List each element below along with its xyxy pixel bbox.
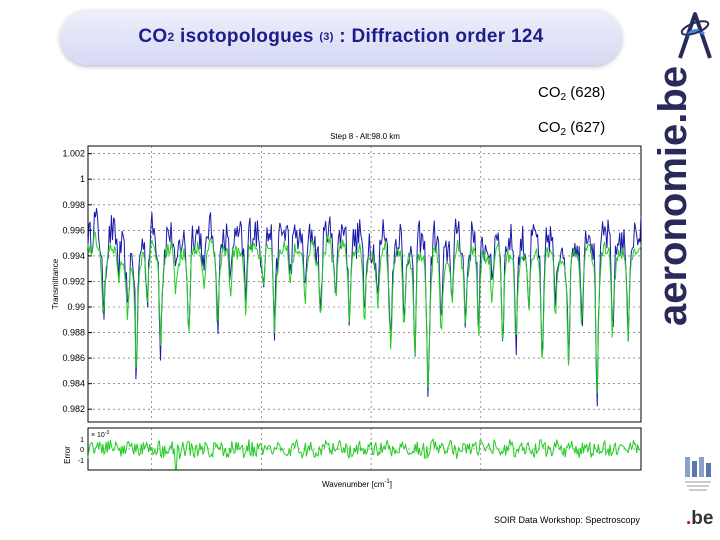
error-tick-label: -1 [78,458,84,465]
aeronomie-be-logo: aeronomie.be [651,66,695,326]
plot-frame [87,145,642,423]
y-axis-label: Transmittance [51,258,60,309]
y-tick-label: 0.996 [62,225,85,235]
error-scale-label: × 10-3 [91,430,109,439]
y-tick-label: 1.002 [62,149,85,159]
error-tick-label: 1 [80,437,84,444]
y-tick-label: 0.982 [62,404,85,414]
error-tick-label: 0 [80,447,84,454]
footer-text: SOIR Data Workshop: Spectroscopy [494,515,640,525]
x-axis-label: Wavenumber [cm-1] [322,479,392,489]
y-tick-label: 1 [80,174,85,184]
be-logo: .be [686,508,714,529]
belspo-logo [685,457,711,491]
series-lines [87,208,642,407]
y-tick-label: 0.992 [62,276,85,286]
legend-item-628: CO2 (628) [538,84,606,103]
error-series [87,437,642,470]
grid-lines [88,146,641,422]
series-line-co2-627 [87,230,642,394]
y-tick-label: 0.988 [62,328,85,338]
slide-title: CO 2 isotopologues (3) : Diffraction orde… [60,9,622,65]
legend-item-627: CO2 (627) [538,119,606,138]
series-line-co2-628 [87,208,642,407]
y-tick-label: 0.994 [62,251,85,261]
error-axis-label: Error [63,446,72,464]
error-series-line [87,437,642,470]
y-tick-label: 0.984 [62,379,85,389]
y-ticks: 1.002 1 0.998 0.996 0.994 0.992 0.99 0.988 0.986… [62,149,92,414]
chart-title: Step 8 - Alt:98.0 km [330,132,400,141]
y-tick-label: 0.986 [62,353,85,363]
y-tick-label: 0.998 [62,200,85,210]
aeronomie-a-logo [678,12,712,59]
brand-wordmark: aeronomie.be [651,66,695,326]
y-tick-label: 0.99 [67,302,85,312]
